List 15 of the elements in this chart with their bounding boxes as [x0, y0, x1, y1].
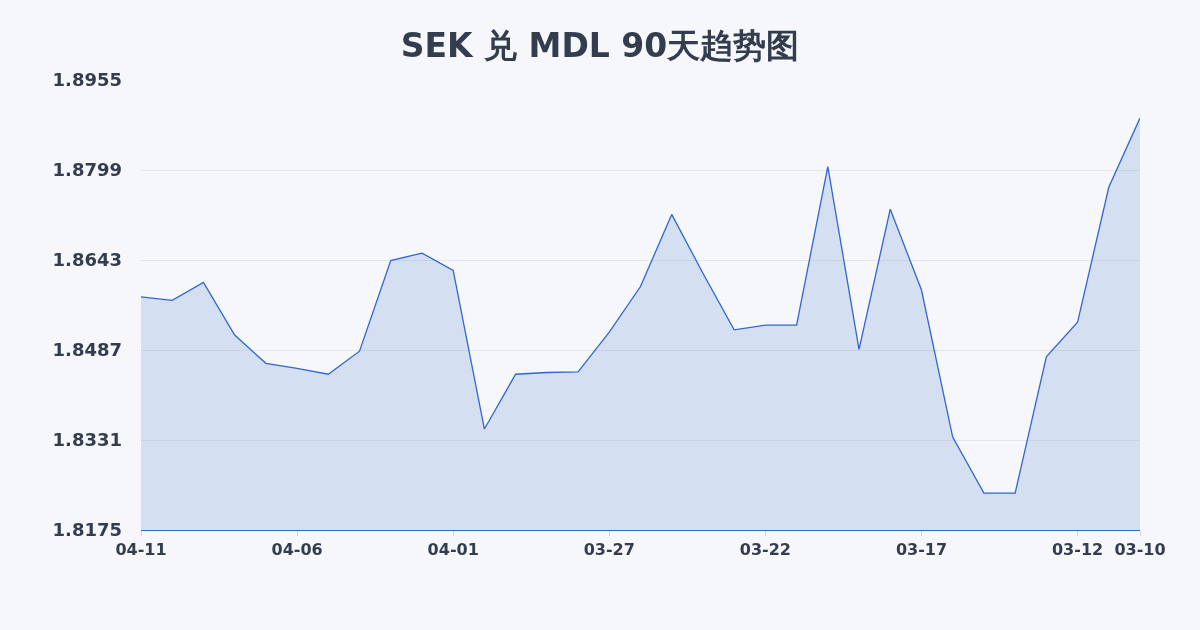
x-tick-label: 03-27: [583, 540, 635, 560]
x-tick-label: 04-11: [115, 540, 167, 560]
x-tick-label: 03-17: [895, 540, 948, 560]
chart-title: SEK 兑 MDL 90天趋势图: [400, 25, 800, 65]
y-tick-label: 1.8331: [52, 429, 122, 451]
x-tick-label: 03-10: [1114, 540, 1166, 560]
x-tick-label: 03-22: [739, 540, 791, 560]
x-tick-label: 04-01: [427, 540, 479, 560]
y-tick-label: 1.8799: [52, 159, 122, 181]
y-tick-label: 1.8643: [52, 249, 122, 271]
y-tick-label: 1.8175: [52, 519, 122, 541]
x-tick-label: 03-12: [1051, 540, 1104, 560]
y-tick-label: 1.8487: [52, 339, 122, 361]
y-tick-label: 1.8955: [52, 69, 122, 91]
x-tick-label: 04-06: [271, 540, 323, 560]
